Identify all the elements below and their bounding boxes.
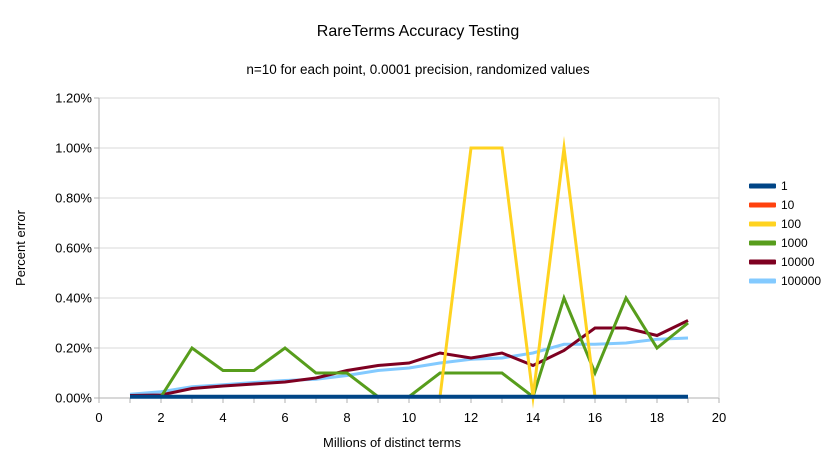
legend-label-1000: 1000 — [781, 236, 808, 250]
x-tick-label: 18 — [650, 410, 664, 425]
chart-title: RareTerms Accuracy Testing — [317, 23, 519, 40]
legend-label-10: 10 — [781, 198, 795, 212]
plot-area: 0.00% 0.20% 0.40% 0.60% 0.80% 1.00% 1.20% 0 2 4 6 8… — [55, 91, 726, 426]
series-line-10000 — [129, 319, 689, 397]
x-axis-title: Millions of distinct terms — [323, 435, 461, 450]
legend-item-100000: 100000 — [749, 274, 821, 288]
x-tick-label: 4 — [219, 410, 226, 425]
legend-swatch-10 — [749, 202, 776, 208]
chart-subtitle: n=10 for each point, 0.0001 precision, r… — [246, 62, 590, 77]
series-layer — [129, 135, 689, 409]
series-line-1000 — [130, 293, 689, 400]
x-tick-label: 0 — [95, 410, 102, 425]
x-tick-label: 16 — [588, 410, 602, 425]
y-tick-label: 1.20% — [55, 91, 92, 106]
y-tick-label: 0.40% — [55, 291, 92, 306]
legend-item-100: 100 — [749, 217, 801, 231]
y-tick-label: 0.00% — [55, 391, 92, 406]
y-tick-label: 1.00% — [55, 141, 92, 156]
legend-item-10: 10 — [749, 198, 795, 212]
x-tick-label: 2 — [157, 410, 164, 425]
x-tick-label: 14 — [526, 410, 540, 425]
x-tick-label: 20 — [712, 410, 726, 425]
legend-item-1000: 1000 — [749, 236, 808, 250]
legend-item-1: 1 — [749, 179, 788, 193]
legend-swatch-1000 — [749, 240, 776, 246]
y-axis-title: Percent error — [13, 209, 28, 286]
legend-swatch-10000 — [749, 259, 776, 265]
legend-label-100: 100 — [781, 217, 801, 231]
legend-item-10000: 10000 — [749, 255, 815, 269]
y-tick-label: 0.80% — [55, 191, 92, 206]
x-tick-label: 10 — [402, 410, 416, 425]
legend-swatch-1 — [749, 183, 776, 189]
legend-label-1: 1 — [781, 179, 788, 193]
series-line-100 — [130, 135, 688, 409]
legend-label-100000: 100000 — [781, 274, 821, 288]
legend-label-10000: 10000 — [781, 255, 815, 269]
x-tick-label: 6 — [281, 410, 288, 425]
x-tick-label: 12 — [464, 410, 478, 425]
legend: 1 10 100 1000 10000 100000 — [749, 179, 821, 288]
y-tick-label: 0.20% — [55, 341, 92, 356]
legend-swatch-100000 — [749, 278, 776, 284]
legend-swatch-100 — [749, 221, 776, 227]
x-tick-label: 8 — [343, 410, 350, 425]
y-tick-label: 0.60% — [55, 241, 92, 256]
